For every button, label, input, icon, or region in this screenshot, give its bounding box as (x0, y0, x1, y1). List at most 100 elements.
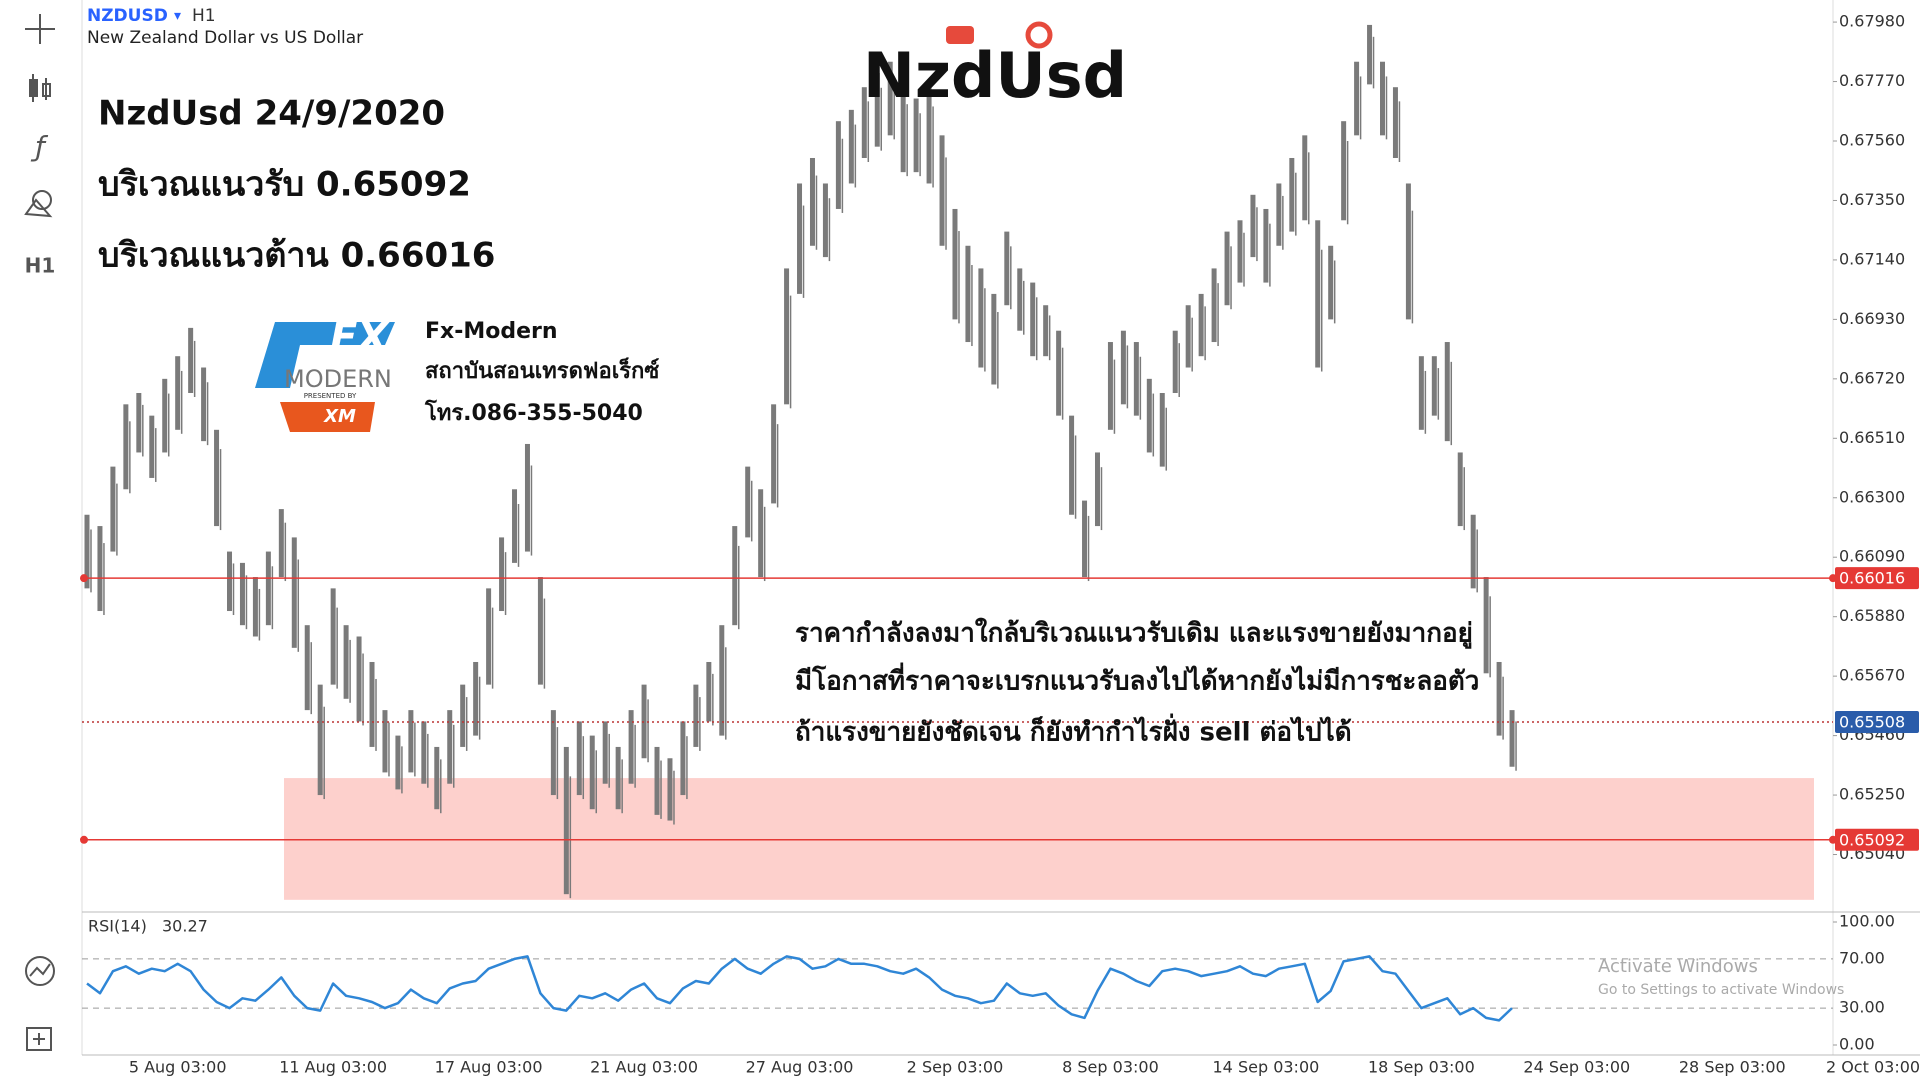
candle (797, 183, 803, 294)
x-tick-label: 28 Sep 03:00 (1679, 1058, 1786, 1077)
candle (265, 551, 271, 626)
compare-tool[interactable] (25, 956, 55, 986)
candle (1094, 452, 1100, 527)
candle (913, 98, 919, 173)
candle (1159, 393, 1165, 467)
candle (667, 758, 673, 821)
candle (136, 393, 142, 453)
symbol[interactable]: NZDUSD (87, 6, 168, 26)
candle (550, 710, 556, 796)
candle (175, 356, 181, 430)
watermark-title: Activate Windows (1598, 956, 1758, 977)
candle (239, 562, 245, 626)
rsi-line (86, 955, 1513, 1022)
y-tick-label: 0.65880 (1839, 606, 1905, 625)
candle (304, 625, 310, 711)
overlay-title: NzdUsd (863, 39, 1127, 112)
flag-icon (1025, 21, 1053, 49)
candle (822, 183, 828, 258)
candle (848, 109, 854, 184)
candle (1120, 330, 1126, 405)
x-tick-label: 27 Aug 03:00 (746, 1058, 854, 1077)
indicator-name: RSI(14) (88, 917, 147, 936)
candle (1082, 500, 1088, 578)
candle (1457, 452, 1463, 527)
x-tick-label: 24 Sep 03:00 (1523, 1058, 1630, 1077)
toolbar: ƒ H1 (24, 14, 56, 1051)
candle (563, 746, 569, 895)
indicator-tool[interactable]: ƒ (30, 130, 49, 163)
y-tick-label: 0.00 (1839, 1035, 1875, 1054)
shapes-tool[interactable] (24, 190, 53, 218)
candle (952, 208, 958, 320)
y-tick-label: 70.00 (1839, 948, 1885, 967)
candle (1483, 577, 1489, 674)
candle (1354, 61, 1360, 136)
x-tick-label: 11 Aug 03:00 (279, 1058, 387, 1077)
candle (408, 710, 414, 773)
x-tick-label: 18 Sep 03:00 (1368, 1058, 1475, 1077)
candle (252, 577, 258, 637)
analysis-line: ราคากำลังลงมาใกล้บริเวณแนวรับเดิม และแรง… (795, 618, 1473, 650)
candle (460, 684, 466, 747)
candle (188, 327, 194, 394)
candle (382, 710, 388, 773)
candle (784, 268, 790, 405)
indicator-value: 30.27 (162, 917, 208, 936)
candle (978, 268, 984, 368)
candle (1004, 231, 1010, 306)
candle (1198, 293, 1204, 357)
y-tick-label: 30.00 (1839, 998, 1885, 1017)
candle (719, 625, 725, 736)
brand-tagline: สถาบันสอนเทรดฟอเร็กซ์ (425, 356, 659, 384)
candle (1289, 157, 1295, 232)
logo-broker: XM (323, 406, 356, 427)
candle (706, 661, 712, 722)
candle (615, 746, 621, 810)
price-level-label: 0.66016 (1839, 569, 1905, 588)
candle (369, 661, 375, 747)
candle (97, 526, 103, 612)
y-tick-label: 0.66510 (1839, 428, 1905, 447)
support-zone (284, 778, 1814, 900)
candle (1380, 61, 1385, 136)
candle (1056, 330, 1062, 416)
y-tick-label: 100.00 (1839, 912, 1895, 931)
candle (486, 588, 492, 685)
candle (1302, 135, 1308, 221)
candle-tool[interactable] (29, 74, 51, 102)
logo-sub: MODERN (284, 365, 392, 393)
candle (1367, 24, 1373, 85)
timeframe-button[interactable]: H1 (25, 254, 56, 278)
flag-icon (946, 26, 974, 44)
candle (473, 661, 479, 736)
candle (317, 684, 323, 796)
candle (1211, 268, 1217, 343)
overlay-line: บริเวณแนวรับ 0.65092 (98, 165, 471, 205)
candle (110, 466, 116, 552)
candle (1107, 342, 1113, 430)
candle (680, 721, 686, 796)
crosshair-tool[interactable] (25, 14, 55, 44)
symbol-dropdown[interactable]: ▾ (174, 8, 181, 24)
add-tool[interactable] (26, 1027, 52, 1051)
candle (1017, 268, 1023, 331)
candle (861, 87, 867, 158)
candle (887, 61, 893, 136)
analysis-line: มีโอกาสที่ราคาจะเบรกแนวรับลงไปได้หากยังไ… (795, 662, 1479, 697)
candle (1405, 183, 1411, 320)
candle (1431, 356, 1437, 416)
candle (1263, 208, 1269, 283)
candle (1341, 121, 1347, 221)
y-tick-label: 0.66930 (1839, 309, 1905, 328)
candle (1328, 245, 1334, 320)
candle (1185, 305, 1191, 368)
candle (291, 537, 297, 648)
candle (693, 684, 699, 747)
candle (1030, 282, 1036, 357)
x-tick-label: 17 Aug 03:00 (435, 1058, 543, 1077)
timeframe: H1 (192, 6, 216, 26)
candle (939, 135, 945, 246)
x-tick-label: 8 Sep 03:00 (1062, 1058, 1159, 1077)
logo-main: FX (330, 315, 390, 361)
